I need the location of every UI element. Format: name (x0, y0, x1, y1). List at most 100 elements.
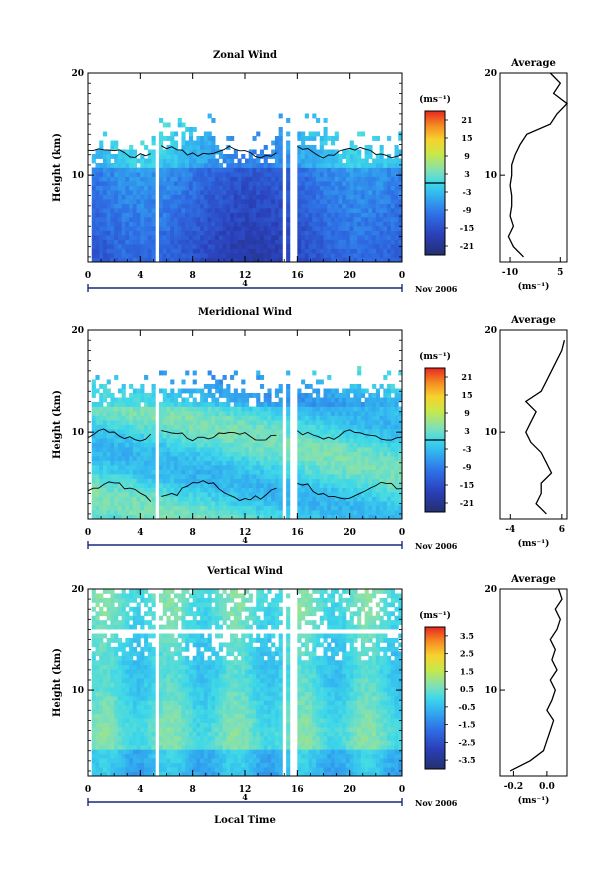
colorbar-tick-label: -21 (460, 498, 474, 508)
x-tick-label: 8 (190, 528, 196, 538)
colorbar-tick-label: -3 (463, 187, 472, 197)
heatmap-cells (91, 113, 403, 263)
profile-line (524, 340, 566, 515)
x-tick-label: 4 (137, 785, 143, 795)
panel-title: Zonal Wind (213, 50, 277, 61)
x-tick-label: 20 (343, 271, 356, 281)
profile-y-tick-label: 20 (484, 585, 497, 595)
x-tick-label: 20 (343, 785, 356, 795)
x-tick-label: 16 (291, 785, 304, 795)
colorbar-tick-label: 2.5 (460, 649, 474, 659)
colorbar-tick-label: -0.5 (458, 702, 475, 712)
y-axis-label: Height (km) (52, 390, 63, 459)
x-tick-label: 4 (137, 528, 143, 538)
colorbar-tick-label: 15 (461, 390, 472, 400)
colorbar-gradient (424, 626, 446, 770)
heatmap-cells (91, 366, 403, 520)
profile-y-tick-label: 10 (484, 686, 497, 696)
x-tick-label: 12 (239, 785, 252, 795)
y-axis-label: Height (km) (52, 648, 63, 717)
profile-x-label: (ms⁻¹) (518, 538, 550, 549)
colorbar-units: (ms⁻¹) (419, 94, 451, 105)
colorbar-tick-label: -15 (460, 223, 474, 233)
x-axis: 0 4 8 12 16 20 0 (85, 330, 405, 538)
profile-x-tick-label: -0.2 (504, 782, 523, 792)
colorbar-tick-label: 21 (461, 372, 472, 382)
y-tick-label: 10 (71, 171, 84, 181)
y-axis: 10 20 (71, 326, 402, 515)
panel-title: Vertical Wind (206, 566, 283, 577)
profile-x-tick-label: 0.0 (539, 782, 555, 792)
colorbar-tick-label: -1.5 (458, 720, 475, 730)
profile-title: Average (510, 58, 556, 69)
day-marker: 4 (242, 278, 248, 288)
y-tick-label: 10 (71, 686, 84, 696)
x-tick-label: 8 (190, 271, 196, 281)
zero-contour (87, 145, 403, 159)
x-tick-label: 0 (399, 785, 405, 795)
x-tick-label: 0 (85, 271, 91, 281)
zero-contour-lower (87, 480, 403, 502)
colorbar-tick-label: -3 (463, 444, 472, 454)
colorbar-tick-label: 0.5 (460, 684, 474, 694)
x-tick-label: 0 (399, 528, 405, 538)
x-tick-label: 16 (291, 528, 304, 538)
profile-x-label: (ms⁻¹) (518, 281, 550, 292)
x-tick-label: 0 (85, 528, 91, 538)
x-tick-label: 20 (343, 528, 356, 538)
profile-frame (499, 588, 568, 777)
day-bar: 4 (87, 278, 403, 292)
y-tick-label: 20 (71, 585, 84, 595)
panel-meridional-wind: 0 4 8 12 16 20 0 10 20 Meridional Wind Height (km)… (52, 307, 568, 551)
profile-y-tick-label: 20 (484, 326, 497, 336)
colorbar-tick-label: -2.5 (458, 737, 475, 747)
colorbar-tick-label: 1.5 (460, 666, 474, 676)
y-axis: 10 20 (71, 69, 402, 258)
profile-y-tick-label: 20 (484, 69, 497, 79)
x-tick-label: 0 (85, 785, 91, 795)
date-label: Nov 2006 (415, 798, 458, 808)
day-marker: 4 (242, 535, 248, 545)
x-tick-label: 16 (291, 271, 304, 281)
colorbar-tick-label: 3 (464, 169, 470, 179)
colorbar-units: (ms⁻¹) (419, 351, 451, 362)
profile-title: Average (510, 574, 556, 585)
x-tick-label: 0 (399, 271, 405, 281)
heatmap-cells (91, 589, 403, 777)
colorbar-tick-label: 9 (464, 408, 470, 418)
day-bar: 4 (87, 792, 403, 806)
profile-x-tick-label: -4 (505, 525, 515, 535)
colorbar-tick-label: 9 (464, 151, 470, 161)
profile-plot: Average 10 20 -10 5 (ms⁻¹) (484, 58, 568, 292)
colorbar-tick-label: -9 (463, 205, 472, 215)
profile-x-tick-label: -10 (502, 268, 518, 278)
colorbar: (ms⁻¹) 3.5 2.5 1.5 0.5 -0.5 -1.5 -2.5 -3.5 (419, 610, 476, 770)
x-tick-label: 8 (190, 785, 196, 795)
x-tick-label: 12 (239, 528, 252, 538)
y-tick-label: 20 (71, 326, 84, 336)
x-axis-label: Local Time (214, 815, 276, 826)
profile-line (507, 72, 568, 258)
y-axis-label: Height (km) (52, 133, 63, 202)
colorbar-tick-label: 21 (461, 115, 472, 125)
profile-frame (499, 329, 568, 520)
date-label: Nov 2006 (415, 284, 458, 294)
panel-title: Meridional Wind (198, 307, 292, 318)
colorbar-tick-label: 15 (461, 133, 472, 143)
date-label: Nov 2006 (415, 541, 458, 551)
profile-x-tick-label: 6 (559, 525, 565, 535)
colorbar-units: (ms⁻¹) (419, 610, 451, 621)
profile-line (509, 588, 563, 772)
panel-vertical-wind: 0 4 8 12 16 20 0 10 20 Vertical Wind Height (km) 4 N… (52, 566, 568, 808)
profile-plot: Average 10 20 -0.2 0.0 (ms⁻¹) (484, 574, 568, 806)
profile-x-label: (ms⁻¹) (518, 795, 550, 806)
colorbar-tick-label: 3.5 (460, 631, 474, 641)
profile-x-tick-label: 5 (557, 268, 563, 278)
colorbar-tick-label: -15 (460, 480, 474, 490)
profile-plot: Average 10 20 -4 6 (ms⁻¹) (484, 315, 568, 549)
day-marker: 4 (242, 792, 248, 802)
profile-y-tick-label: 10 (484, 171, 497, 181)
zero-contour (87, 428, 403, 442)
colorbar-tick-label: -3.5 (458, 755, 475, 765)
